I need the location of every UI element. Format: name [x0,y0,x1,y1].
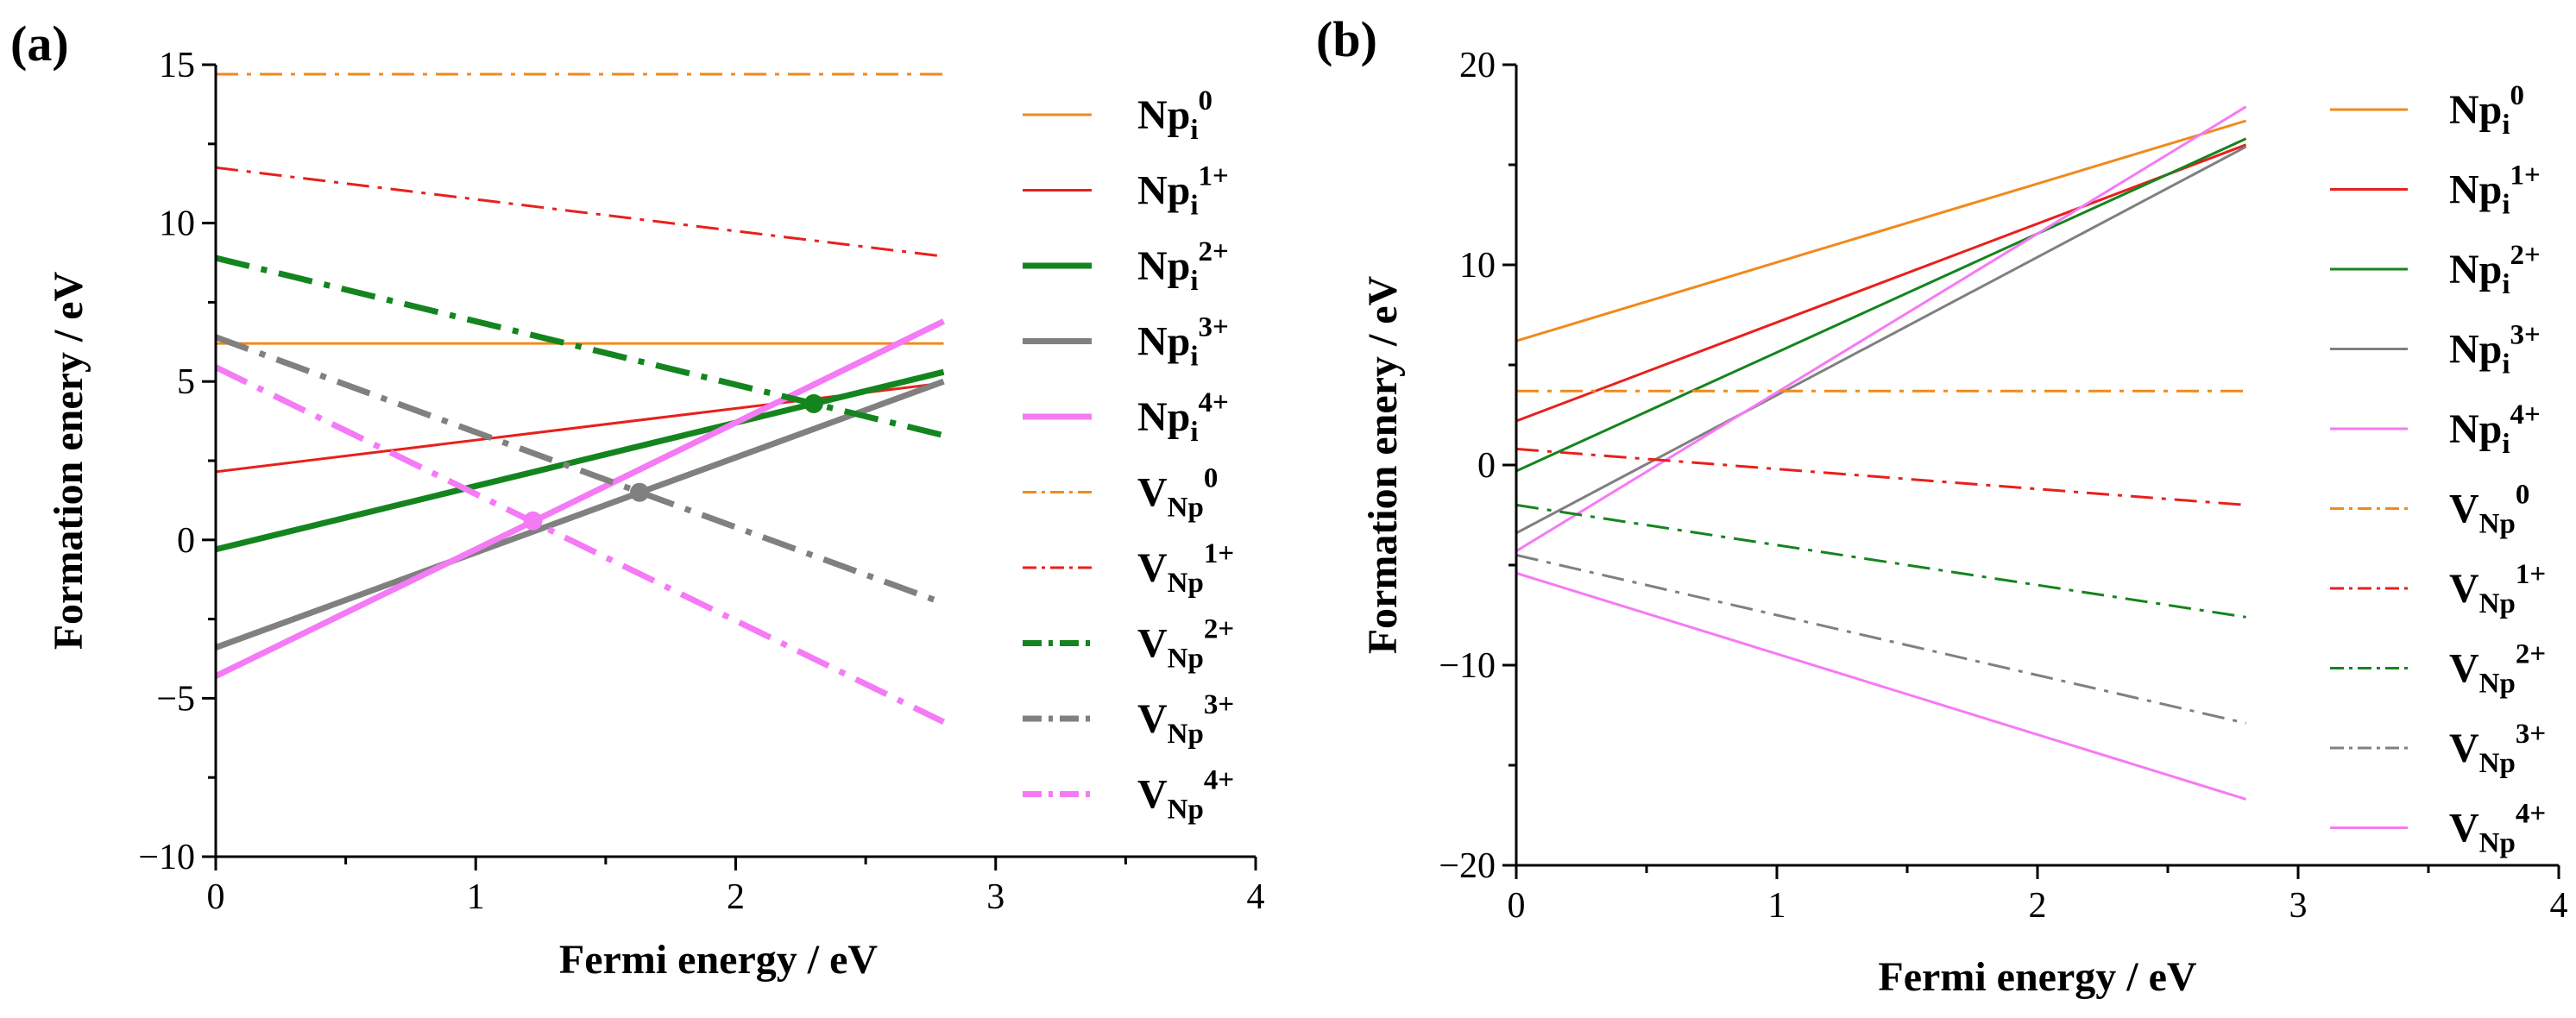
legend-entry-label: VNp4+ [2449,799,2546,859]
legend-entry-label: Npi1+ [2449,160,2541,221]
x-tick-label: 3 [2289,886,2308,926]
series-group [1515,105,2247,801]
legend-entry-label: VNp2+ [1137,614,1234,675]
panel-label: (a) [10,16,69,72]
y-tick-label: −10 [1439,646,1496,686]
x-tick-label: 2 [2029,886,2047,926]
legend-entry-label: VNp0 [1137,463,1218,524]
y-tick-label: 20 [1459,46,1496,85]
legend-entry-label: Npi3+ [1137,312,1229,373]
series-line-np-i-1plus [1515,143,2247,423]
series-line-np-i-4plus [214,318,946,679]
y-tick-label: 10 [159,204,195,244]
x-tick-label: 0 [1508,886,1526,926]
legend-entry-label: VNp3+ [2449,719,2546,779]
legend: Npi0 Npi1+ Npi2+ Npi3+ Npi4+ VNp0 VNp1+ VNp2+ VN… [2330,80,2546,859]
series-group [214,72,946,726]
y-tick-label: −5 [156,679,195,719]
series-line-v-np-3plus [1515,553,2246,725]
legend-entry-label: Npi0 [2449,80,2524,141]
series-line-v-np-1plus [215,166,944,258]
y-tick-label: −20 [1439,846,1496,886]
x-axis-title: Fermi energy / eV [1878,954,2197,1000]
x-tick-label: 1 [467,877,485,917]
y-tick-label: 0 [1477,446,1496,486]
x-tick-label: 1 [1768,886,1786,926]
x-tick-label: 3 [986,877,1005,917]
legend-entry-label: VNp4+ [1137,765,1234,826]
y-tick-label: 15 [159,46,195,85]
y-tick-label: 0 [177,521,195,561]
legend-entry-label: Npi4+ [2449,399,2541,460]
x-tick-label: 4 [2550,886,2568,926]
x-tick-label: 0 [207,877,225,917]
intersection-marker [630,482,650,502]
panel-b: (b) 0 1 2 3 4 −20 −10 0 10 20 Fermi energy / eV Form… [1316,11,2568,1000]
x-tick-label: 4 [1247,877,1265,917]
series-line-v-np-4plus [214,364,946,726]
legend-entry-label: VNp2+ [2449,639,2546,700]
series-line-np-i-4plus [1515,105,2247,553]
y-tick-label: 10 [1459,246,1496,286]
legend-entry-label: Npi0 [1137,85,1212,146]
legend-entry-label: VNp1+ [2449,559,2546,619]
legend-entry-label: Npi1+ [1137,161,1229,222]
series-line-v-np-2plus [215,255,945,439]
legend-entry-label: VNp0 [2449,480,2529,540]
series-line-np-i-3plus [1515,145,2247,535]
series-line-v-np-4plus [1515,571,2247,801]
series-line-np-i-1plus [215,381,944,474]
legend: Npi0 Npi1+ Npi2+ Npi3+ Npi4+ VNp0 VNp1+ VNp2+ VN… [1023,85,1234,826]
series-line-np-i-0 [1515,119,2247,342]
panel-a: (a) 0 1 2 3 4 −10 −5 0 5 10 15 Fermi energy / eV Form… [10,16,1265,983]
series-line-np-i-2plus [1515,137,2247,473]
series-line-v-np-2plus [1515,503,2246,619]
series-line-v-np-1plus [1515,447,2246,506]
legend-entry-label: Npi3+ [2449,320,2541,380]
x-tick-label: 2 [727,877,745,917]
intersection-marker [803,393,823,413]
intersection-marker [523,511,543,531]
y-axis-title: Formation enery / eV [1360,275,1406,654]
y-tick-label: 5 [177,362,195,402]
legend-entry-label: VNp3+ [1137,689,1234,750]
legend-entry-label: Npi4+ [1137,387,1229,448]
y-axis-title: Formation enery / eV [46,271,91,650]
y-tick-label: −10 [138,838,195,877]
series-line-np-i-2plus [215,368,945,553]
legend-entry-label: Npi2+ [1137,236,1229,297]
x-axis-title: Fermi energy / eV [559,937,879,983]
legend-entry-label: VNp1+ [1137,538,1234,599]
panel-label: (b) [1316,11,1377,67]
series-line-np-i-3plus [214,378,945,650]
legend-entry-label: Npi2+ [2449,240,2541,300]
